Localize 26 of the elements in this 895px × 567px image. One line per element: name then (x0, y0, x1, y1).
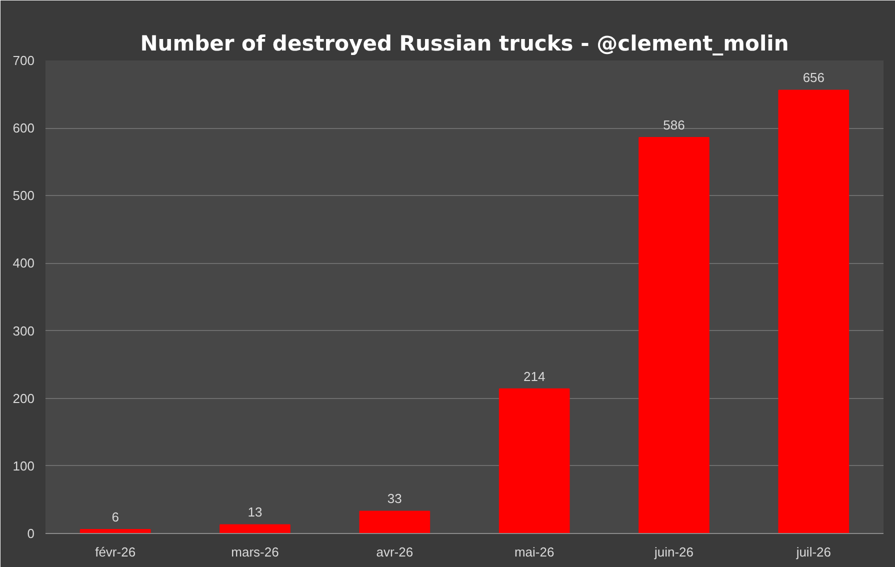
y-tick-label: 200 (12, 390, 35, 406)
x-tick-label: févr-26 (95, 544, 136, 560)
x-tick-label: avr-26 (376, 544, 414, 560)
data-label: 656 (802, 70, 825, 86)
x-tick-label: juin-26 (653, 544, 694, 560)
y-tick-label: 700 (12, 53, 35, 68)
data-label: 33 (387, 491, 402, 506)
y-tick-label: 400 (12, 256, 35, 271)
data-label: 13 (248, 504, 262, 520)
bar (498, 388, 570, 534)
chart-title: Number of destroyed Russian trucks - @clement_molin (140, 32, 789, 56)
bar (359, 510, 430, 534)
x-tick-label: mars-26 (231, 544, 279, 560)
bar (638, 137, 710, 534)
bar (220, 524, 290, 534)
y-tick-label: 500 (12, 188, 35, 204)
y-tick-label: 100 (12, 458, 35, 474)
x-tick-label: mai-26 (514, 544, 554, 560)
data-label: 6 (112, 509, 119, 524)
data-label: 586 (663, 118, 685, 133)
x-tick-label: juil-26 (795, 544, 832, 560)
bar (778, 90, 850, 534)
y-tick-label: 0 (27, 526, 35, 541)
y-tick-label: 600 (12, 120, 35, 136)
y-tick-label: 300 (12, 323, 35, 338)
data-label: 214 (523, 368, 546, 384)
